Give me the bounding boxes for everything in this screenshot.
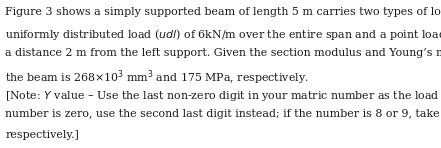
Text: the beam is 268×10$^{3}$ mm$^{3}$ and 175 MPa, respectively.: the beam is 268×10$^{3}$ mm$^{3}$ and 17…	[5, 68, 309, 87]
Text: [Note: $\mathit{Y}$ value – Use the last non-zero digit in your matric number as: [Note: $\mathit{Y}$ value – Use the last…	[5, 89, 441, 103]
Text: uniformly distributed load ($\mathit{udl}$) of 6kN/m over the entire span and a : uniformly distributed load ($\mathit{udl…	[5, 27, 441, 42]
Text: Figure 3 shows a simply supported beam of length 5 m carries two types of loads:: Figure 3 shows a simply supported beam o…	[5, 7, 441, 17]
Text: respectively.]: respectively.]	[5, 130, 79, 140]
Text: number is zero, use the second last digit instead; if the number is 8 or 9, take: number is zero, use the second last digi…	[5, 109, 441, 119]
Text: a distance 2 m from the left support. Given the section modulus and Young’s modu: a distance 2 m from the left support. Gi…	[5, 48, 441, 58]
